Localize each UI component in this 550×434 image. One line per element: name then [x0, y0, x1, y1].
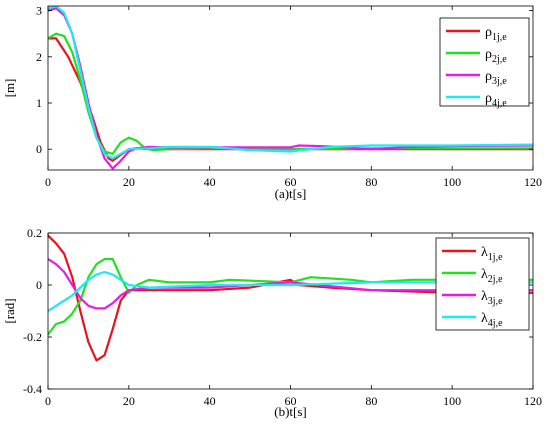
legend-label-4: λ4j,e	[481, 311, 503, 329]
x-tick-label: 120	[524, 394, 542, 408]
legend-box	[435, 237, 530, 331]
series-line-2-1	[48, 234, 533, 362]
chart-panel-2: 0 20 40 60 80 100 120 -0.4 -0.2 0 0.2 (b)t[s] [rad] λ…	[2, 226, 542, 419]
x-tick-label: 100	[443, 394, 461, 408]
y-tick-label: 3	[36, 4, 42, 18]
x-tick-label: 0	[45, 394, 51, 408]
x-tick-label: 20	[123, 394, 135, 408]
legend-1: ρ1j,e ρ2j,e ρ3j,e ρ4j,e	[439, 17, 530, 109]
legend-2: λ1j,e λ2j,e λ3j,e λ4j,e	[435, 237, 530, 331]
chart-panel-1: 0 20 40 60 80 100 1200123(a)t[s][m]ρ1j,eρ2j,eρ…	[2, 4, 542, 201]
legend-label-3: ρ3j,e	[485, 69, 507, 87]
legend-box	[439, 17, 530, 107]
x-tick-label: 120	[524, 175, 542, 189]
y-tick-label: 0.2	[27, 226, 42, 240]
legend-label-2: ρ2j,e	[485, 47, 507, 65]
x-axis-label-1: (a)t[s]	[275, 186, 307, 201]
x-tick-label: 80	[365, 394, 377, 408]
legend-label-2: λ2j,e	[481, 267, 503, 285]
legend-label-4: ρ4j,e	[485, 91, 507, 109]
x-tick-label: 60	[285, 394, 297, 408]
y-tick-label: -0.4	[23, 382, 42, 396]
y-tick-label: -0.2	[23, 330, 42, 344]
x-tick-label: 100	[443, 175, 461, 189]
x-axis-label-2: (b)t[s]	[274, 404, 307, 419]
legend-label-1: λ1j,e	[481, 245, 503, 263]
legend-label-3: λ3j,e	[481, 289, 503, 307]
legend-label-1: ρ1j,e	[485, 25, 507, 43]
y-tick-label: 1	[36, 96, 42, 110]
x-tick-label: 80	[365, 175, 377, 189]
y-axis-label-1: [m]	[2, 79, 17, 98]
x-tick-label: 0	[45, 175, 51, 189]
x-tick-label: 40	[204, 394, 216, 408]
series-line-1-4	[48, 6, 533, 160]
series-line-2-4	[48, 270, 533, 313]
series-line-1-2	[48, 32, 533, 155]
y-tick-label: 0	[36, 278, 42, 292]
y-tick-label: 0	[36, 142, 42, 156]
y-axis-label-2: [rad]	[2, 298, 17, 323]
x-tick-label: 40	[204, 175, 216, 189]
y-tick-label: 2	[36, 50, 42, 64]
x-tick-label: 60	[285, 175, 297, 189]
x-tick-label: 20	[123, 175, 135, 189]
